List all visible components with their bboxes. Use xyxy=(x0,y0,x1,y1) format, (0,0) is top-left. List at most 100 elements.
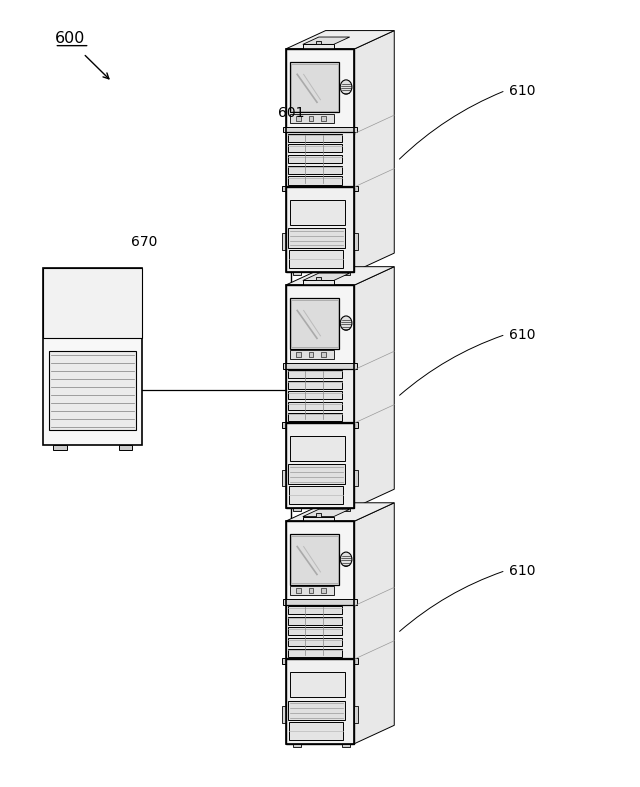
Bar xyxy=(49,351,136,430)
Bar xyxy=(291,300,338,346)
Bar xyxy=(342,744,350,747)
Bar xyxy=(289,648,342,656)
Bar xyxy=(285,521,355,606)
Bar xyxy=(285,660,355,744)
Text: 610: 610 xyxy=(509,84,535,98)
Circle shape xyxy=(340,316,352,331)
Bar xyxy=(285,604,355,658)
Bar xyxy=(289,606,342,614)
Polygon shape xyxy=(355,267,394,508)
Bar xyxy=(289,176,342,184)
Bar xyxy=(289,228,345,248)
Text: 670: 670 xyxy=(131,235,157,249)
Bar xyxy=(290,672,345,697)
Bar xyxy=(289,412,342,420)
Bar xyxy=(321,588,326,593)
Bar xyxy=(355,470,358,486)
Polygon shape xyxy=(303,509,349,516)
Bar xyxy=(316,513,321,516)
Bar xyxy=(290,200,345,225)
Bar xyxy=(292,272,301,275)
Bar xyxy=(285,49,355,134)
Bar xyxy=(342,272,350,275)
Bar xyxy=(283,599,357,604)
Bar xyxy=(282,422,358,427)
Text: 610: 610 xyxy=(509,564,535,578)
Bar xyxy=(289,464,345,484)
Bar xyxy=(289,402,342,410)
Bar xyxy=(282,234,285,250)
Bar xyxy=(118,445,132,450)
Bar xyxy=(355,234,358,250)
Circle shape xyxy=(340,79,352,94)
Circle shape xyxy=(340,552,352,567)
Polygon shape xyxy=(303,37,349,44)
Bar xyxy=(321,116,326,121)
Bar xyxy=(283,127,357,132)
Bar xyxy=(289,617,342,625)
Polygon shape xyxy=(355,31,394,272)
Bar xyxy=(283,363,357,368)
Bar xyxy=(292,744,301,747)
Bar xyxy=(289,166,342,174)
Bar xyxy=(290,61,339,113)
Bar xyxy=(53,445,67,450)
Bar xyxy=(285,49,355,272)
Bar xyxy=(289,722,342,741)
Bar xyxy=(289,249,342,268)
Bar xyxy=(285,285,355,508)
Bar xyxy=(285,521,355,744)
Bar xyxy=(282,186,358,191)
Bar xyxy=(285,368,355,422)
Bar xyxy=(290,114,335,123)
Bar xyxy=(43,268,142,338)
Text: 610: 610 xyxy=(509,328,535,342)
Bar xyxy=(282,658,358,663)
Bar xyxy=(291,64,338,110)
Bar xyxy=(285,132,355,186)
Bar xyxy=(296,116,301,121)
Bar xyxy=(289,370,342,378)
Bar xyxy=(321,352,326,357)
Bar xyxy=(289,627,342,635)
Bar xyxy=(296,352,301,357)
Bar xyxy=(303,516,333,521)
Bar xyxy=(342,508,350,511)
Bar xyxy=(303,280,333,285)
Bar xyxy=(309,588,314,593)
Bar xyxy=(316,277,321,280)
Bar xyxy=(289,486,342,504)
Bar xyxy=(290,350,335,359)
Bar xyxy=(289,155,342,163)
Bar xyxy=(285,423,355,508)
Bar xyxy=(309,352,314,357)
Bar xyxy=(285,285,355,370)
Bar xyxy=(43,268,142,445)
Polygon shape xyxy=(285,503,394,521)
Bar xyxy=(291,536,338,582)
Polygon shape xyxy=(303,273,349,280)
Bar xyxy=(289,391,342,399)
Bar xyxy=(290,534,339,585)
Bar xyxy=(289,700,345,720)
Bar xyxy=(290,436,345,461)
Bar xyxy=(282,470,285,486)
Bar xyxy=(290,297,339,349)
Polygon shape xyxy=(285,31,394,49)
Bar xyxy=(316,41,321,44)
Bar xyxy=(289,638,342,646)
Bar xyxy=(285,187,355,272)
Bar xyxy=(303,44,333,49)
Bar xyxy=(289,134,342,142)
Bar xyxy=(289,145,342,153)
Polygon shape xyxy=(355,503,394,744)
Polygon shape xyxy=(285,267,394,285)
Bar xyxy=(296,588,301,593)
Bar xyxy=(292,508,301,511)
Bar xyxy=(290,586,335,595)
Bar xyxy=(289,381,342,389)
Text: 601: 601 xyxy=(278,105,305,120)
Bar xyxy=(355,706,358,722)
Bar xyxy=(309,116,314,121)
Bar xyxy=(282,706,285,722)
